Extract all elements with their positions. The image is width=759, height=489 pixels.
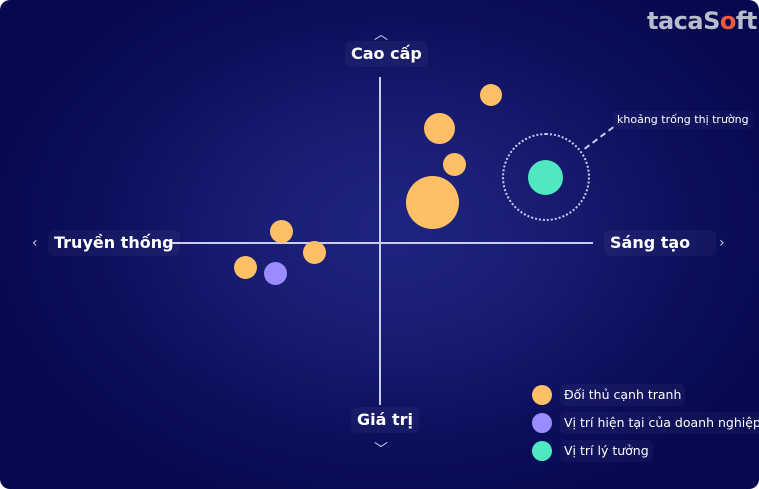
legend-item-ideal: Vị trí lý tưởng [532,437,759,465]
vertical-axis [379,77,381,405]
current-position-bubble [264,262,287,285]
competitor-bubble [234,256,257,279]
axis-label-left: Truyền thống [48,230,180,256]
annotation-leader-line [584,126,614,150]
logo-text-s: S [703,7,720,35]
competitor-bubble [424,113,455,144]
axis-label-right: Sáng tạo [604,230,717,256]
chevron-up-icon: ︿ [374,27,388,43]
competitor-bubble [303,241,326,264]
tacasoft-logo: tacaSoft [647,7,757,35]
logo-text: taca [647,7,704,35]
chevron-left-icon: ‹ [32,235,38,251]
legend-dot-icon [532,441,552,461]
competitor-bubble [406,176,459,229]
horizontal-axis [172,242,593,244]
competitor-bubble [443,153,466,176]
competitor-bubble [270,220,293,243]
legend: Đối thủ cạnh tranh Vị trí hiện tại của d… [532,381,759,465]
market-gap-label: khoảng trống thị trường [613,111,753,129]
legend-label: Vị trí hiện tại của doanh nghiệp [560,412,759,434]
logo-text-end: ft [735,7,757,35]
chevron-right-icon: › [719,235,725,251]
market-gap-ring [502,133,590,221]
legend-dot-icon [532,413,552,433]
chevron-down-icon: ﹀ [374,442,388,458]
ideal-position-bubble [528,160,563,195]
legend-item-competitors: Đối thủ cạnh tranh [532,381,759,409]
legend-label: Vị trí lý tưởng [560,440,653,462]
legend-item-current: Vị trí hiện tại của doanh nghiệp [532,409,759,437]
competitor-bubble [480,84,502,106]
logo-target-icon: o [719,7,737,35]
axis-label-bottom: Giá trị [351,407,420,433]
legend-label: Đối thủ cạnh tranh [560,384,686,406]
legend-dot-icon [532,385,552,405]
axis-label-top: Cao cấp [345,41,428,67]
